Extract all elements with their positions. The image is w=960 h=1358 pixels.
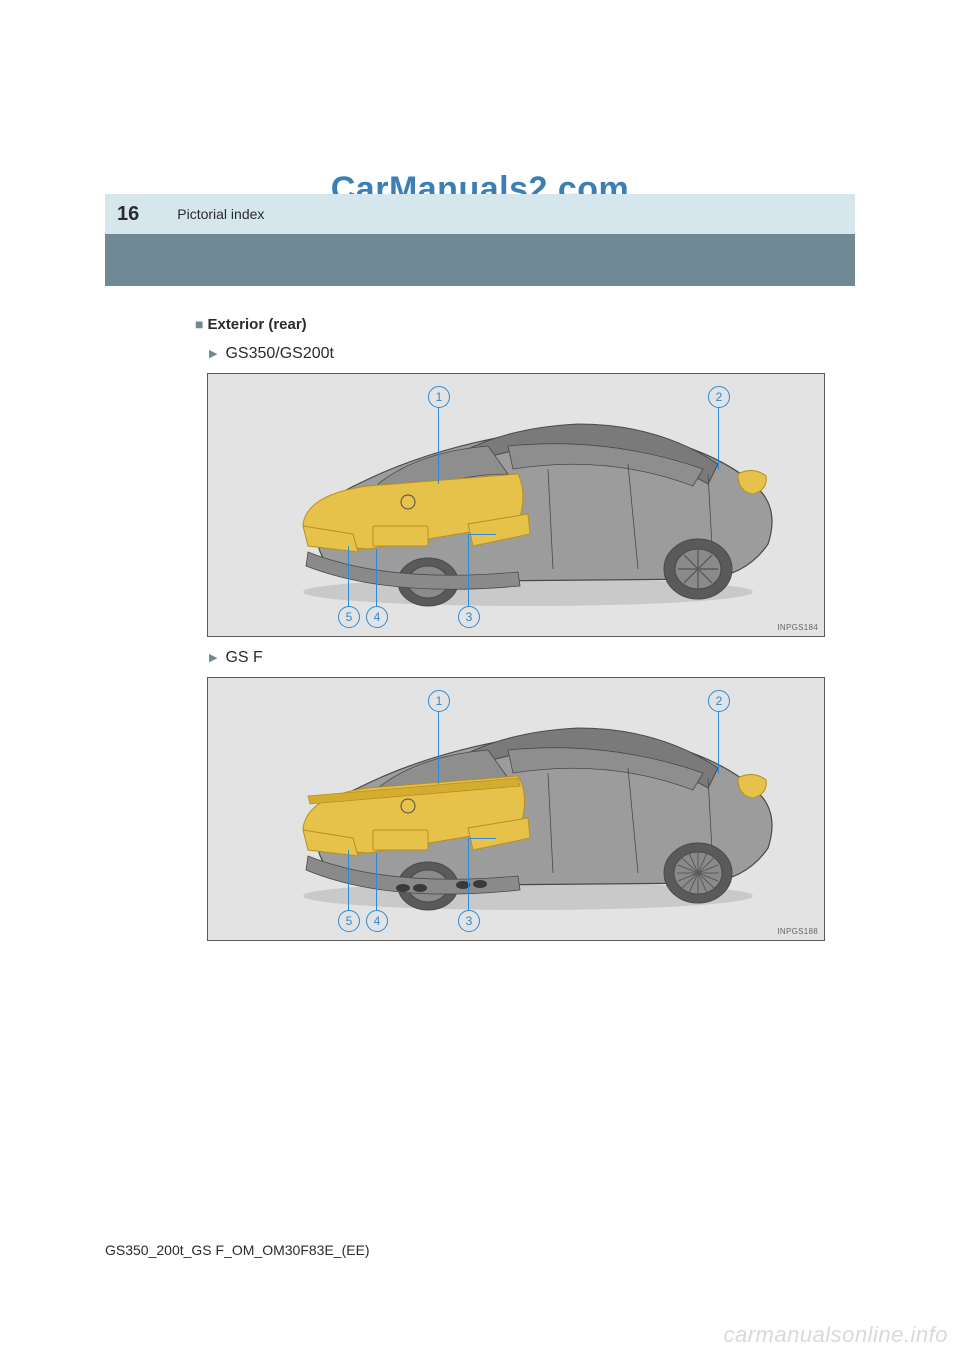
watermark-bottom: carmanualsonline.info (723, 1322, 948, 1348)
callout-lead (468, 838, 469, 910)
callout-lead (376, 549, 377, 606)
callout-lead (348, 850, 349, 910)
header-band: 16 Pictorial index (105, 194, 855, 234)
sub-band (105, 234, 855, 286)
callout-lead (468, 534, 469, 606)
callout-lead (376, 853, 377, 910)
callout-circle: 3 (458, 910, 480, 932)
triangle-icon: ▶ (209, 348, 217, 360)
car-illustration (208, 374, 824, 636)
document-id: GS350_200t_GS F_OM_OM30F83E_(EE) (105, 1242, 370, 1258)
callout-circle: 5 (338, 606, 360, 628)
callout-lead (468, 838, 496, 839)
callout-circle: 4 (366, 910, 388, 932)
callout-lead (438, 712, 439, 784)
callout-circle: 4 (366, 606, 388, 628)
figure-id: INPGS184 (777, 623, 818, 632)
triangle-icon: ▶ (209, 652, 217, 664)
callout-lead (438, 408, 439, 484)
callout-lead (348, 546, 349, 606)
callout-lead (718, 408, 719, 470)
variant-label: ▶ GS350/GS200t (209, 345, 830, 363)
figure-id: INPGS188 (777, 927, 818, 936)
callout-circle: 5 (338, 910, 360, 932)
variant-label: ▶ GS F (209, 649, 830, 667)
callout-circle: 1 (428, 690, 450, 712)
callout-lead (468, 534, 496, 535)
variant-label-text: GS350/GS200t (225, 345, 334, 362)
section-title-text: Exterior (rear) (207, 316, 306, 333)
variant-label-text: GS F (225, 649, 262, 666)
callout-lead (718, 712, 719, 774)
section-title: ■Exterior (rear) (195, 316, 830, 333)
section-bullet-icon: ■ (195, 316, 203, 332)
callout-circle: 1 (428, 386, 450, 408)
figure-exterior-rear-gsf: 1 2 3 4 5 INPGS188 (207, 677, 825, 941)
car-illustration (208, 678, 824, 940)
chapter-title: Pictorial index (177, 206, 264, 222)
figure-exterior-rear-gs350: 1 2 3 4 5 INPGS184 (207, 373, 825, 637)
callout-circle: 2 (708, 690, 730, 712)
page-number: 16 (117, 203, 139, 226)
callout-circle: 2 (708, 386, 730, 408)
callout-circle: 3 (458, 606, 480, 628)
